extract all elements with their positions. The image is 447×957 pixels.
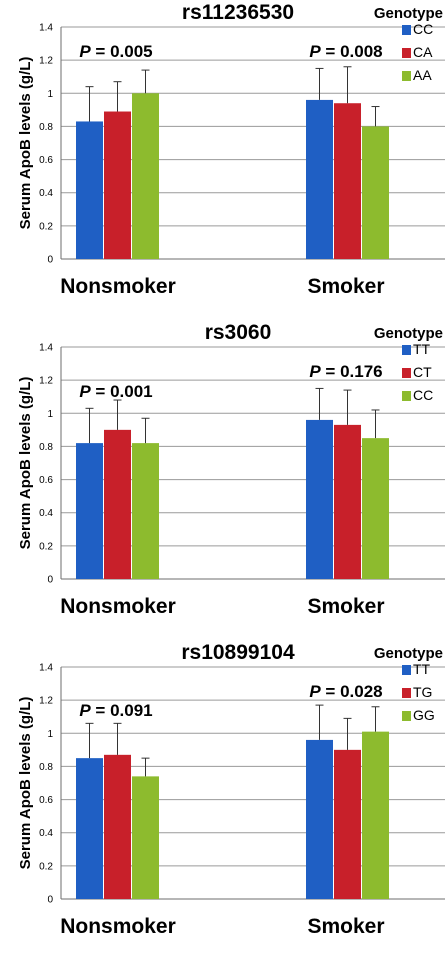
chart-panel: 0 0.2 0.4 0.6 0.8 1 1.2 1.4 Serum ApoB levels (g… <box>17 641 445 938</box>
bar <box>362 126 389 259</box>
legend-swatch <box>402 688 411 698</box>
bar <box>132 443 159 579</box>
p-value-annotation: P = 0.005 <box>79 42 152 61</box>
bar <box>76 443 103 579</box>
chart-panel: 0 0.2 0.4 0.6 0.8 1 1.2 1.4 Serum ApoB levels (g… <box>17 321 445 618</box>
bar <box>334 103 361 259</box>
legend-label: CC <box>413 387 433 403</box>
legend-swatch <box>402 25 411 35</box>
bar <box>132 776 159 899</box>
y-tick-label: 0.8 <box>39 122 53 133</box>
y-tick-label: 0 <box>47 575 53 586</box>
y-axis-label: Serum ApoB levels (g/L) <box>17 697 34 870</box>
bar <box>104 754 131 899</box>
y-tick-label: 1 <box>47 89 53 100</box>
chart-title: rs11236530 <box>182 1 294 24</box>
legend-label: GG <box>413 707 435 723</box>
legend-swatch <box>402 368 411 378</box>
bar <box>362 731 389 899</box>
chart-panel: 0 0.2 0.4 0.6 0.8 1 1.2 1.4 Serum ApoB levels (g… <box>17 1 445 298</box>
x-category-label: Smoker <box>307 915 384 938</box>
y-tick-label: 0.2 <box>39 221 53 232</box>
y-tick-label: 0.8 <box>39 442 53 453</box>
p-value-annotation: P = 0.028 <box>309 682 382 701</box>
y-axis-label: Serum ApoB levels (g/L) <box>17 377 34 550</box>
chart-title: rs3060 <box>205 321 272 344</box>
legend-swatch <box>402 48 411 58</box>
x-category-label: Smoker <box>307 595 384 618</box>
legend-swatch <box>402 665 411 675</box>
legend-swatch <box>402 71 411 81</box>
y-tick-label: 1.4 <box>39 663 53 674</box>
legend-swatch <box>402 711 411 721</box>
bar <box>104 111 131 259</box>
chart-title: rs10899104 <box>181 641 295 664</box>
legend-label: TG <box>413 684 432 700</box>
y-tick-label: 0.2 <box>39 541 53 552</box>
y-axis-label: Serum ApoB levels (g/L) <box>17 57 34 230</box>
bar <box>334 424 361 579</box>
y-tick-label: 1.4 <box>39 23 53 34</box>
legend-title: Genotype <box>374 645 443 662</box>
bar <box>306 419 333 579</box>
p-value-annotation: P = 0.001 <box>79 382 152 401</box>
y-tick-label: 0.6 <box>39 475 53 486</box>
legend-label: CT <box>413 364 432 380</box>
legend-title: Genotype <box>374 325 443 342</box>
x-category-label: Nonsmoker <box>60 595 176 618</box>
legend-title: Genotype <box>374 5 443 22</box>
p-value-annotation: P = 0.176 <box>309 362 382 381</box>
y-tick-label: 1.2 <box>39 56 53 67</box>
y-tick-label: 1 <box>47 409 53 420</box>
y-tick-label: 0.2 <box>39 861 53 872</box>
x-category-label: Smoker <box>307 275 384 298</box>
y-tick-label: 0.8 <box>39 762 53 773</box>
bar <box>334 749 361 899</box>
bar <box>76 758 103 899</box>
y-tick-label: 1.2 <box>39 376 53 387</box>
legend-label: CC <box>413 21 433 37</box>
p-value-annotation: P = 0.008 <box>309 42 382 61</box>
bar <box>132 93 159 260</box>
x-category-label: Nonsmoker <box>60 275 176 298</box>
p-value-annotation: P = 0.091 <box>79 701 152 720</box>
y-tick-label: 0.6 <box>39 795 53 806</box>
bar <box>104 429 131 579</box>
y-tick-label: 0 <box>47 255 53 266</box>
y-tick-label: 0.4 <box>39 188 53 199</box>
legend-label: TT <box>413 341 431 357</box>
y-tick-label: 1.4 <box>39 343 53 354</box>
x-category-label: Nonsmoker <box>60 915 176 938</box>
legend-label: AA <box>413 67 432 83</box>
y-tick-label: 0.6 <box>39 155 53 166</box>
y-tick-label: 0.4 <box>39 828 53 839</box>
bar <box>76 121 103 259</box>
legend-label: TT <box>413 661 431 677</box>
y-tick-label: 1 <box>47 729 53 740</box>
y-tick-label: 0 <box>47 895 53 906</box>
y-tick-label: 1.2 <box>39 696 53 707</box>
legend-swatch <box>402 345 411 355</box>
y-tick-label: 0.4 <box>39 508 53 519</box>
legend-label: CA <box>413 44 433 60</box>
bar <box>306 739 333 899</box>
bar <box>362 438 389 579</box>
bar <box>306 99 333 260</box>
legend-swatch <box>402 391 411 401</box>
